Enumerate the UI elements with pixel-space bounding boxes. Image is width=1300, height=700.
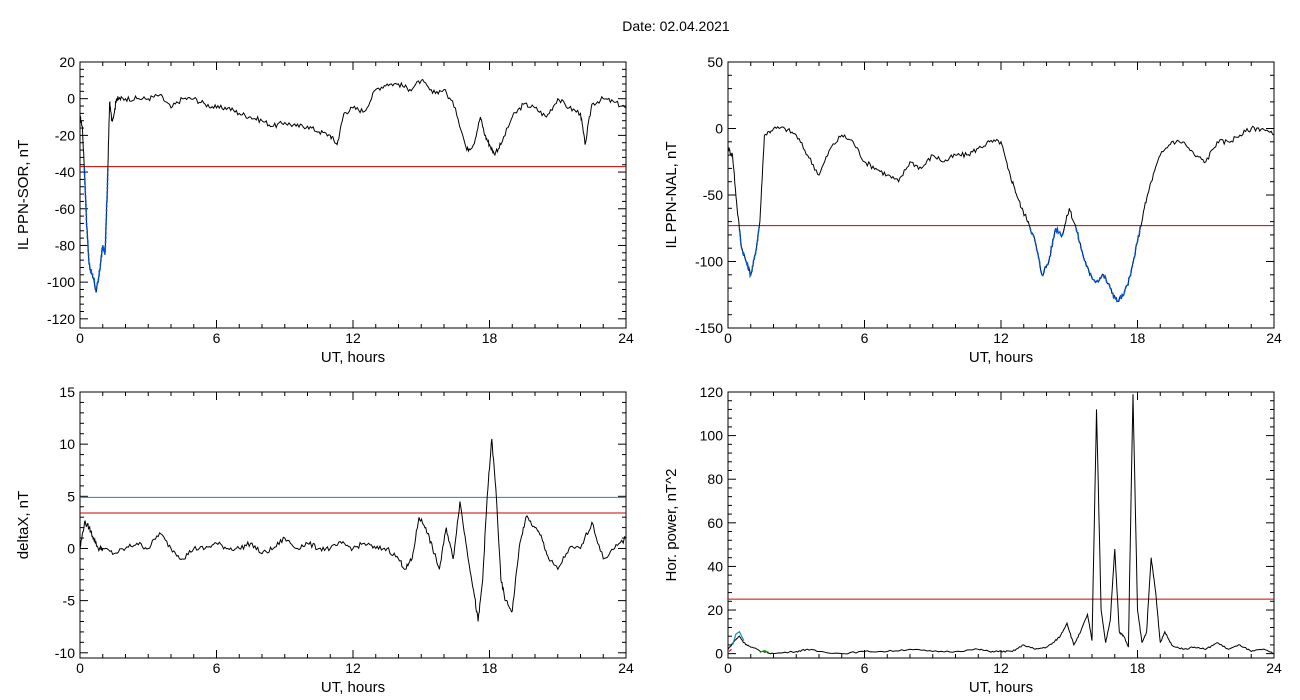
deltax-ytick-label: 15 bbox=[59, 384, 75, 400]
il-ppn-nal-ytick-label: 50 bbox=[707, 54, 723, 70]
deltax-series-line bbox=[80, 438, 626, 622]
hor-power-extra-mark-0 bbox=[731, 630, 745, 646]
il-ppn-nal-ytick-label: -50 bbox=[703, 187, 723, 203]
il-ppn-nal-x-axis-label: UT, hours bbox=[969, 349, 1033, 366]
il-ppn-nal-xtick-label: 12 bbox=[993, 330, 1009, 346]
il-ppn-sor-ytick-label: 20 bbox=[59, 54, 75, 70]
il-ppn-nal-xtick-label: 24 bbox=[1266, 330, 1282, 346]
deltax-ytick-label: -10 bbox=[55, 645, 75, 661]
il-ppn-sor-ytick-label: -100 bbox=[47, 274, 75, 290]
hor-power-series-line bbox=[728, 394, 1274, 655]
deltax-ytick-label: 5 bbox=[67, 488, 75, 504]
il-ppn-sor-ytick-label: -20 bbox=[55, 127, 75, 143]
il-ppn-nal-ytick-label: -150 bbox=[695, 320, 723, 336]
il-ppn-nal-ytick-label: -100 bbox=[695, 254, 723, 270]
deltax-y-axis-label: deltaX, nT bbox=[15, 491, 32, 559]
deltax-plot-frame bbox=[79, 391, 627, 659]
panel-deltax: 0 6 12 18 24 -10 -5 0 5 10 15 UT, hours deltaX, nT bbox=[15, 384, 634, 696]
il-ppn-sor-ytick-label: -80 bbox=[55, 237, 75, 253]
deltax-xtick-label: 24 bbox=[618, 660, 634, 676]
il-ppn-sor-xtick-label: 6 bbox=[213, 330, 221, 346]
hor-power-ytick-label: 60 bbox=[707, 515, 723, 531]
panel-hor-power: 0 6 12 18 24 0 20 40 60 80 100 120 UT, hours Hor. pow… bbox=[663, 384, 1282, 696]
deltax-xtick-label: 18 bbox=[482, 660, 498, 676]
il-ppn-sor-xtick-label: 18 bbox=[482, 330, 498, 346]
deltax-xtick-label: 0 bbox=[76, 660, 84, 676]
hor-power-ytick-label: 120 bbox=[700, 384, 724, 400]
il-ppn-sor-xtick-label: 12 bbox=[345, 330, 361, 346]
deltax-xtick-label: 12 bbox=[345, 660, 361, 676]
il-ppn-nal-xtick-label: 0 bbox=[724, 330, 732, 346]
il-ppn-nal-ytick-label: 0 bbox=[715, 121, 723, 137]
hor-power-plot-frame bbox=[727, 391, 1275, 659]
hor-power-extra-mark-1 bbox=[759, 649, 770, 654]
hor-power-xtick-label: 12 bbox=[993, 660, 1009, 676]
il-ppn-nal-highlight-segment-0 bbox=[738, 225, 761, 279]
il-ppn-sor-y-axis-label: IL PPN-SOR, nT bbox=[15, 140, 32, 250]
hor-power-ytick-label: 40 bbox=[707, 558, 723, 574]
hor-power-ytick-label: 20 bbox=[707, 602, 723, 618]
hor-power-xtick-label: 24 bbox=[1266, 660, 1282, 676]
il-ppn-nal-plot-frame bbox=[727, 61, 1275, 329]
deltax-xtick-label: 6 bbox=[213, 660, 221, 676]
hor-power-xtick-label: 0 bbox=[724, 660, 732, 676]
deltax-x-axis-label: UT, hours bbox=[321, 679, 385, 696]
il-ppn-nal-xtick-label: 18 bbox=[1130, 330, 1146, 346]
il-ppn-sor-ytick-label: -120 bbox=[47, 311, 75, 327]
hor-power-ytick-label: 0 bbox=[715, 646, 723, 662]
hor-power-y-axis-label: Hor. power, nT^2 bbox=[663, 469, 680, 582]
il-ppn-nal-highlight-segment-1 bbox=[1029, 225, 1142, 303]
il-ppn-sor-x-axis-label: UT, hours bbox=[321, 349, 385, 366]
hor-power-extra-mark-2 bbox=[728, 648, 732, 652]
hor-power-xtick-label: 6 bbox=[861, 660, 869, 676]
hor-power-x-axis-label: UT, hours bbox=[969, 679, 1033, 696]
il-ppn-nal-y-axis-label: IL PPN-NAL, nT bbox=[663, 142, 680, 249]
hor-power-ytick-label: 100 bbox=[700, 428, 724, 444]
il-ppn-sor-ytick-label: -40 bbox=[55, 164, 75, 180]
il-ppn-sor-ytick-label: 0 bbox=[67, 91, 75, 107]
il-ppn-sor-highlight-segment-0 bbox=[83, 167, 109, 293]
il-ppn-sor-ytick-label: -60 bbox=[55, 201, 75, 217]
il-ppn-sor-series-line bbox=[80, 78, 626, 293]
deltax-ytick-label: 0 bbox=[67, 540, 75, 556]
il-ppn-sor-xtick-label: 0 bbox=[76, 330, 84, 346]
panel-il-ppn-sor: 0 6 12 18 24 -120 -100 -80 -60 -40 -20 0 20 UT, hours… bbox=[15, 54, 634, 366]
hor-power-xtick-label: 18 bbox=[1130, 660, 1146, 676]
panel-il-ppn-nal: 0 6 12 18 24 -150 -100 -50 0 50 UT, hours IL PPN-NA… bbox=[663, 54, 1282, 366]
il-ppn-sor-plot-frame bbox=[79, 61, 627, 329]
deltax-ytick-label: 10 bbox=[59, 436, 75, 452]
il-ppn-nal-series-line bbox=[728, 125, 1274, 303]
il-ppn-sor-xtick-label: 24 bbox=[618, 330, 634, 346]
il-ppn-nal-xtick-label: 6 bbox=[861, 330, 869, 346]
page-title: Date: 02.04.2021 bbox=[622, 18, 730, 34]
deltax-ytick-label: -5 bbox=[63, 593, 76, 609]
hor-power-ytick-label: 80 bbox=[707, 471, 723, 487]
